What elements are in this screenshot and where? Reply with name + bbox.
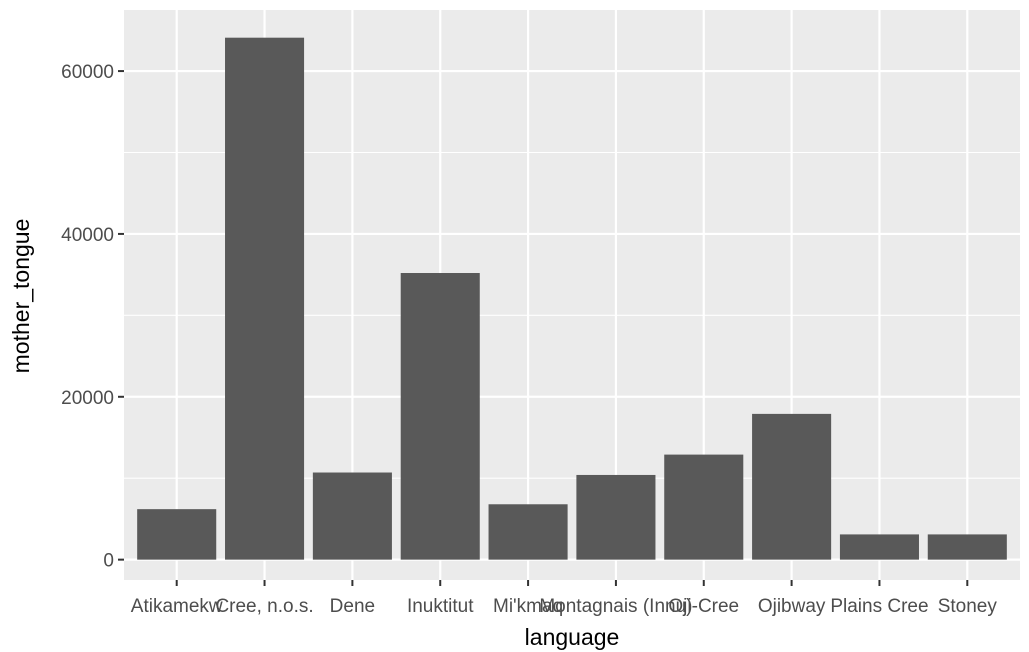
x-tick-label: Oji-Cree <box>668 596 739 617</box>
y-axis-title: mother_tongue <box>8 219 34 374</box>
bar <box>312 472 392 560</box>
y-tick-label: 40000 <box>61 225 114 246</box>
x-tick-label: Stoney <box>938 596 998 617</box>
x-tick-label: Inuktitut <box>407 596 474 617</box>
bar <box>400 273 480 560</box>
x-tick-label: Ojibway <box>758 596 826 617</box>
bar <box>664 454 744 560</box>
bar <box>927 534 1007 560</box>
bar <box>752 413 832 560</box>
bar <box>225 37 305 560</box>
x-tick-label: Atikamekw <box>131 596 223 617</box>
x-tick-label: Plains Cree <box>830 596 928 617</box>
bar <box>488 504 568 560</box>
bar <box>576 474 656 560</box>
x-axis-title: language <box>525 624 620 650</box>
y-axis: 0 20000 40000 60000 <box>61 62 124 572</box>
y-tick-label: 60000 <box>61 62 114 83</box>
y-tick-label: 0 <box>103 551 114 572</box>
x-tick-label: Montagnais (Innu) <box>539 596 692 617</box>
bar <box>137 509 217 560</box>
bar <box>839 534 919 560</box>
y-tick-label: 20000 <box>61 388 114 409</box>
x-tick-label: Cree, n.o.s. <box>215 596 313 617</box>
x-tick-label: Dene <box>330 596 375 617</box>
bars <box>137 37 1007 560</box>
x-tick-label: Mi'kmaq <box>493 596 563 617</box>
